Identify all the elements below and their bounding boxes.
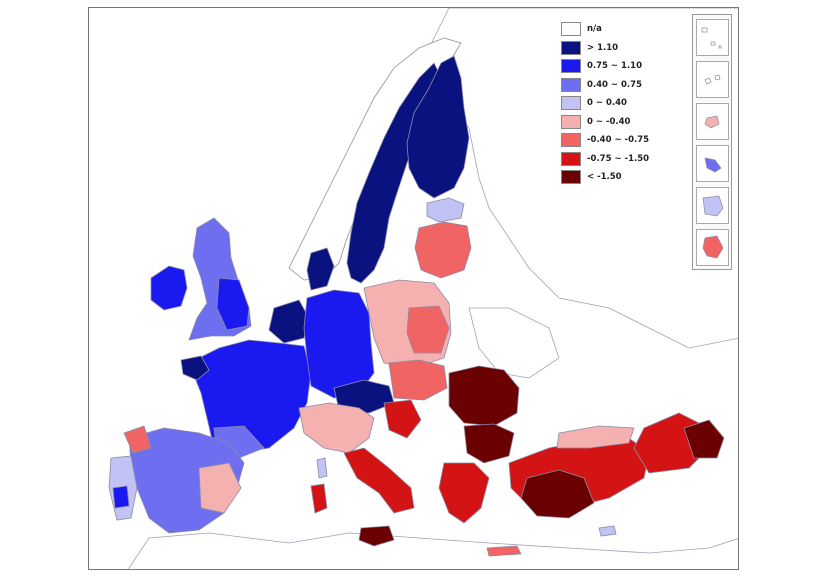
legend-item: 0 ~ 0.40	[561, 94, 649, 113]
region-spain-nw	[123, 425, 152, 454]
region-finland	[406, 55, 470, 199]
legend-label: 0.75 ~ 1.10	[587, 61, 642, 72]
region-sardinia	[310, 483, 328, 514]
legend-swatch	[561, 22, 581, 37]
legend-swatch	[561, 151, 581, 166]
legend-label: 0 ~ -0.40	[587, 116, 631, 127]
region-crete	[486, 545, 522, 557]
legend-label: 0.40 ~ 0.75	[587, 79, 642, 90]
inset-map-3	[696, 103, 729, 140]
inset-shape-5	[702, 195, 724, 217]
legend-item: < -1.50	[561, 168, 649, 187]
inset-shape-4	[704, 157, 722, 173]
region-greece	[438, 462, 490, 524]
legend-item: 0.40 ~ 0.75	[561, 76, 649, 95]
region-cyprus	[598, 525, 617, 537]
region-france-west	[180, 355, 210, 381]
legend-swatch	[561, 170, 581, 185]
region-benelux	[268, 299, 310, 344]
region-estonia	[426, 197, 465, 223]
region-italy-north	[298, 402, 375, 454]
region-uk-east	[216, 277, 250, 331]
inset-map-1	[696, 19, 729, 56]
legend-swatch	[561, 77, 581, 92]
region-central-east	[388, 359, 448, 401]
inset-shape-1	[701, 27, 722, 49]
region-italy-south	[343, 447, 415, 514]
inset-map-6	[696, 229, 729, 266]
region-turkey-nw	[556, 425, 635, 449]
region-croatia	[383, 399, 422, 439]
legend-label: -0.75 ~ -1.50	[587, 153, 650, 164]
legend-item: 0.75 ~ 1.10	[561, 57, 649, 76]
legend: n/a > 1.10 0.75 ~ 1.10 0.40 ~ 0.75 0 ~ 0.40 0…	[561, 20, 649, 187]
background-land	[128, 8, 738, 569]
inset-maps-panel	[692, 14, 732, 270]
legend-swatch	[561, 96, 581, 111]
inset-map-4	[696, 145, 729, 182]
legend-swatch	[561, 133, 581, 148]
region-bulgaria	[463, 423, 515, 464]
region-denmark	[306, 247, 335, 291]
legend-item: n/a	[561, 20, 649, 39]
legend-swatch	[561, 59, 581, 74]
inset-shape-6	[702, 235, 724, 259]
legend-label: -0.40 ~ -0.75	[587, 135, 650, 146]
region-spain-east	[198, 462, 242, 514]
region-turkey-central	[520, 469, 595, 519]
legend-item: -0.75 ~ -1.50	[561, 150, 649, 169]
inset-shape-3	[704, 115, 720, 129]
region-sicily	[358, 525, 395, 547]
legend-label: 0 ~ 0.40	[587, 98, 627, 109]
region-ireland	[150, 265, 188, 311]
legend-item: 0 ~ -0.40	[561, 113, 649, 132]
map-frame: n/a > 1.10 0.75 ~ 1.10 0.40 ~ 0.75 0 ~ 0.40 0…	[88, 7, 739, 570]
region-poland-east	[406, 305, 450, 354]
legend-item: -0.40 ~ -0.75	[561, 131, 649, 150]
legend-swatch	[561, 40, 581, 55]
legend-swatch	[561, 114, 581, 129]
legend-label: n/a	[587, 24, 602, 35]
legend-label: < -1.50	[587, 172, 622, 183]
region-turkey-far-east	[683, 419, 725, 459]
europe-map	[108, 8, 738, 569]
region-corsica	[316, 457, 328, 479]
legend-item: > 1.10	[561, 39, 649, 58]
inset-shape-2	[704, 74, 721, 85]
region-romania	[448, 365, 520, 427]
inset-map-5	[696, 187, 729, 224]
legend-label: > 1.10	[587, 42, 619, 53]
region-baltics	[414, 221, 472, 279]
region-portugal-lisbon	[112, 485, 130, 509]
inset-map-2	[696, 61, 729, 98]
